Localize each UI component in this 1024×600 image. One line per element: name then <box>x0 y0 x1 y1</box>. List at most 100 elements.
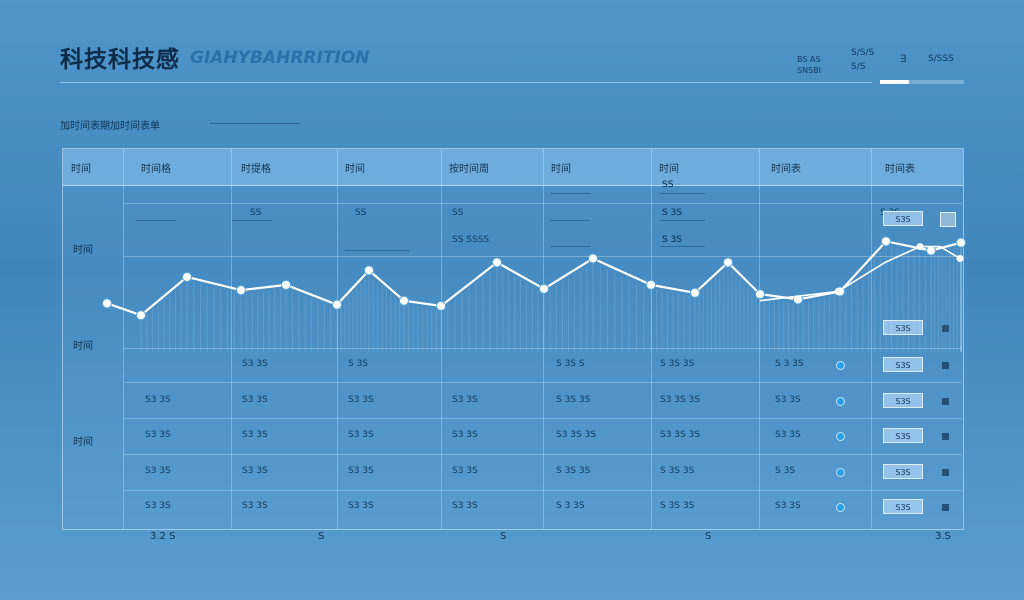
table-cell: S3 3S <box>452 430 478 440</box>
row-menu-icon[interactable] <box>942 362 949 369</box>
table-cell: S 3S S <box>556 359 585 369</box>
table-cell: S3 3S <box>775 395 801 405</box>
row-menu-icon[interactable] <box>942 325 949 332</box>
table-column-divider <box>759 149 760 529</box>
row-action-button[interactable]: S3S <box>883 464 923 479</box>
column-header[interactable]: 时提格 <box>241 164 271 175</box>
table-cell: S 3S <box>775 466 796 476</box>
table-cell: S3 3S <box>348 501 374 511</box>
header-meta-b2: S/S <box>851 62 866 72</box>
table-cell: S3 3S <box>452 466 478 476</box>
status-dot-icon <box>836 397 845 406</box>
table-cell: S3 3S <box>242 466 268 476</box>
table-cell: S3 3S <box>145 395 171 405</box>
cell-divider-dash <box>232 220 272 221</box>
table-cell: S 3 3S <box>775 359 804 369</box>
row-menu-icon[interactable] <box>942 433 949 440</box>
table-cell: S 3S <box>662 208 683 218</box>
row-action-button[interactable]: S3S <box>883 499 923 514</box>
status-dot-icon <box>836 361 845 370</box>
column-header[interactable]: 按时间周 <box>449 164 489 175</box>
table-cell: S3 3S <box>348 466 374 476</box>
title-decoration: GIAHYBAHRRITION <box>190 48 370 68</box>
table-cell: S 3S 3S <box>556 395 591 405</box>
table-cell: S3 3S 3S <box>556 430 597 440</box>
table-column-divider <box>651 149 652 529</box>
row-action-button[interactable]: S3S <box>883 211 923 226</box>
table-cell: S3 3S <box>348 395 374 405</box>
table-column-divider <box>441 149 442 529</box>
table-cell: S3 3S <box>242 359 268 369</box>
header-meta-a2: SNSBI <box>797 66 821 75</box>
column-header[interactable]: 时间格 <box>141 164 171 175</box>
table-cell: SS SSSS <box>452 235 490 245</box>
row-action-button[interactable]: S3S <box>883 320 923 335</box>
header-divider <box>60 82 872 83</box>
table-cell: S3 3S <box>145 466 171 476</box>
column-header[interactable]: 时间 <box>551 164 571 175</box>
table-cell: S3 3S 3S <box>660 395 701 405</box>
table-cell: S3 3S <box>145 430 171 440</box>
row-label: 时间 <box>73 437 93 448</box>
table-row-divider <box>124 348 962 349</box>
status-dot-icon <box>836 468 845 477</box>
column-header[interactable]: 时间 <box>659 164 679 175</box>
row-action-button[interactable]: S3S <box>883 357 923 372</box>
table-cell: S3 3S <box>452 501 478 511</box>
footer-tick-label: S <box>500 531 507 542</box>
table-cell: S 3S <box>662 235 683 245</box>
status-dot-icon <box>836 432 845 441</box>
table-cell: SS <box>662 180 674 190</box>
column-header[interactable]: 时间表 <box>885 164 915 175</box>
table-cell: S3 3S <box>242 501 268 511</box>
subtitle-divider <box>210 123 300 124</box>
table-cell: S 3S 3S <box>556 466 591 476</box>
footer-tick-label: S <box>705 531 712 542</box>
cell-divider-dash <box>550 220 590 221</box>
table-cell: S 3S 3S <box>660 359 695 369</box>
table-cell: S 3 3S <box>556 501 585 511</box>
table-cell: S 3S <box>348 359 369 369</box>
row-action-button[interactable]: S3S <box>883 393 923 408</box>
column-header[interactable]: 时间表 <box>771 164 801 175</box>
table-cell: SS <box>452 208 464 218</box>
table-row-divider <box>124 382 962 383</box>
header-meta-d: S/SSS <box>928 54 954 64</box>
page-title: 科技科技感 <box>60 47 180 73</box>
row-menu-icon[interactable] <box>942 504 949 511</box>
table-row-divider <box>124 203 962 204</box>
footer-tick-label: 3.S <box>935 531 951 542</box>
cell-divider-dash <box>136 220 176 221</box>
table-cell: S 3S <box>662 235 683 245</box>
row-menu-icon[interactable] <box>942 398 949 405</box>
table-cell: S3 3S <box>242 395 268 405</box>
table-row-divider <box>124 418 962 419</box>
column-header[interactable]: 时间 <box>345 164 365 175</box>
row-label: 时间 <box>73 341 93 352</box>
row-action-button[interactable]: S3S <box>883 428 923 443</box>
table-cell: S3 3S <box>775 501 801 511</box>
footer-tick-label: 3.2 S <box>150 531 176 542</box>
data-table: 时间 时间格 时提格 时间 按时间周 时间 时间 时间表 时间表 时间 时间 时间 <box>62 148 964 530</box>
table-column-divider <box>871 149 872 529</box>
table-header: 时间 时间格 时提格 时间 按时间周 时间 时间 时间表 时间表 <box>63 149 963 186</box>
header-meta-c: ∃ <box>900 54 907 65</box>
cell-divider-dash <box>550 193 590 194</box>
table-cell: S3 3S <box>242 430 268 440</box>
column-header[interactable]: 时间 <box>71 164 91 175</box>
header-meta-b: S/S/S S/S <box>851 46 874 74</box>
footer-tick-label: S <box>318 531 325 542</box>
header-meta-a: BS AS SNSBI <box>797 54 821 76</box>
table-column-divider <box>123 149 124 529</box>
row-label: 时间 <box>73 245 93 256</box>
table-row-divider <box>124 256 962 257</box>
grid-icon[interactable] <box>940 212 956 227</box>
table-column-divider <box>337 149 338 529</box>
table-cell: S 3S 3S <box>660 466 695 476</box>
cell-divider-dash <box>660 220 705 221</box>
table-cell: S3 3S <box>348 430 374 440</box>
header-meta-a1: BS AS <box>797 55 821 64</box>
row-menu-icon[interactable] <box>942 469 949 476</box>
table-cell: SS <box>355 208 367 218</box>
table-cell: SS <box>662 180 674 190</box>
